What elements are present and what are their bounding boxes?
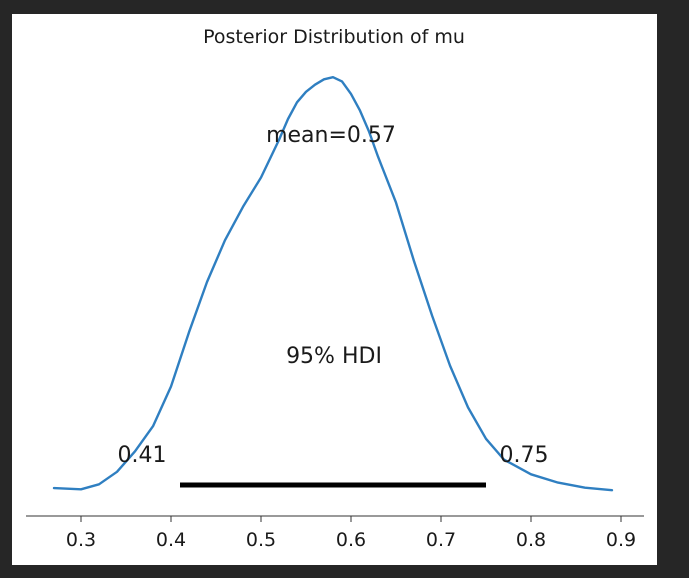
plot-panel: Posterior Distribution of mu mean=0.57 9… — [12, 14, 657, 565]
posterior-plot: Posterior Distribution of mu mean=0.57 9… — [26, 26, 644, 551]
x-tick-label: 0.6 — [336, 529, 366, 551]
x-axis-ticks: 0.3 0.4 0.5 0.6 0.7 0.8 0.9 — [66, 516, 636, 551]
x-tick-label: 0.9 — [606, 529, 636, 551]
hdi-annotation: 95% HDI — [286, 344, 382, 369]
x-tick-label: 0.8 — [516, 529, 546, 551]
x-tick-label: 0.7 — [426, 529, 456, 551]
mean-annotation: mean=0.57 — [266, 123, 396, 148]
x-tick-label: 0.5 — [246, 529, 276, 551]
x-tick-label: 0.4 — [156, 529, 186, 551]
posterior-density-line — [52, 76, 614, 492]
x-tick-label: 0.3 — [66, 529, 96, 551]
chart-title: Posterior Distribution of mu — [203, 26, 465, 48]
hdi-lower-bound-label: 0.41 — [118, 443, 167, 468]
hdi-upper-bound-label: 0.75 — [500, 443, 549, 468]
